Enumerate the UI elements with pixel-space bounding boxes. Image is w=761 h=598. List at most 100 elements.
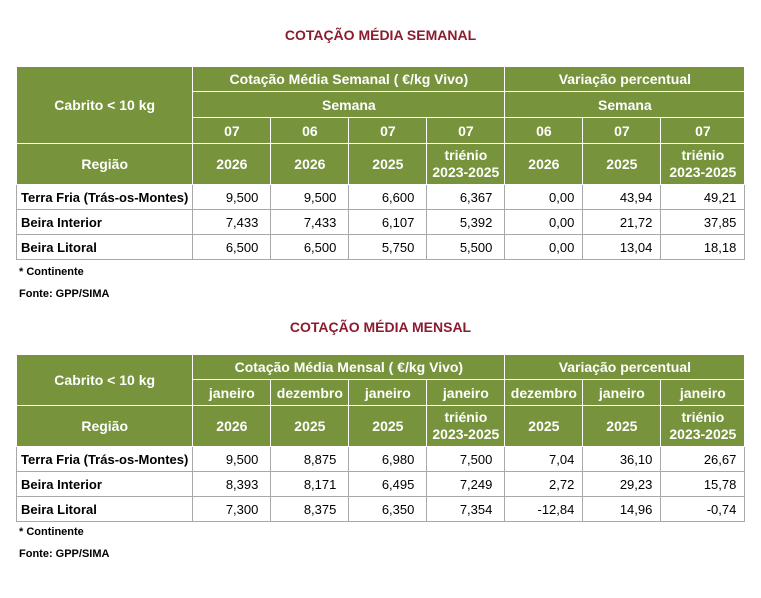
weekly-year: 2025	[348, 143, 428, 185]
monthly-year-line2: 2023-2025	[432, 426, 500, 442]
pct-cell: 14,96	[582, 496, 662, 522]
table-row: Beira Interior 7,433 7,433 6,107 5,392 0…	[15, 209, 746, 235]
price-cell: 8,171	[270, 471, 350, 497]
pct-cell: -0,74	[660, 496, 746, 522]
table-row: Terra Fria (Trás-os-Montes) 9,500 8,875 …	[15, 446, 746, 472]
table-row: Beira Interior 8,393 8,171 6,495 7,249 2…	[15, 471, 746, 497]
price-cell: 8,875	[270, 446, 350, 472]
weekly-table: Cabrito < 10 kg Cotação Média Semanal ( …	[15, 66, 746, 260]
monthly-year-line2: 2023-2025	[669, 426, 737, 442]
pct-cell: 0,00	[504, 184, 584, 210]
monthly-corner-label: Cabrito < 10 kg	[15, 354, 194, 406]
monthly-period: janeiro	[348, 379, 428, 406]
price-cell: 9,500	[192, 446, 272, 472]
region-name: Terra Fria (Trás-os-Montes)	[15, 184, 194, 210]
region-name: Beira Litoral	[15, 496, 194, 522]
pct-cell: 0,00	[504, 234, 584, 260]
price-cell: 6,350	[348, 496, 428, 522]
price-cell: 5,750	[348, 234, 428, 260]
monthly-note: * Continente	[19, 526, 84, 538]
monthly-period: janeiro	[660, 379, 746, 406]
weekly-group-price: Cotação Média Semanal ( €/kg Vivo)	[192, 66, 506, 92]
region-name: Terra Fria (Trás-os-Montes)	[15, 446, 194, 472]
pct-cell: 29,23	[582, 471, 662, 497]
price-cell: 7,433	[192, 209, 272, 235]
price-cell: 8,375	[270, 496, 350, 522]
price-cell: 6,495	[348, 471, 428, 497]
price-cell: 9,500	[270, 184, 350, 210]
price-cell: 7,354	[426, 496, 506, 522]
region-name: Beira Interior	[15, 471, 194, 497]
price-cell: 5,500	[426, 234, 506, 260]
monthly-year: triénio 2023-2025	[660, 405, 746, 447]
pct-cell: 2,72	[504, 471, 584, 497]
monthly-period: janeiro	[426, 379, 506, 406]
weekly-year-line2: 2023-2025	[669, 164, 737, 180]
monthly-title: COTAÇÃO MÉDIA MENSAL	[289, 319, 472, 335]
price-cell: 5,392	[426, 209, 506, 235]
monthly-period: janeiro	[582, 379, 662, 406]
weekly-year: 2026	[504, 143, 584, 185]
weekly-year: triénio 2023-2025	[426, 143, 506, 185]
monthly-group-price: Cotação Média Mensal ( €/kg Vivo)	[192, 354, 506, 380]
pct-cell: 15,78	[660, 471, 746, 497]
table-row: Beira Litoral 7,300 8,375 6,350 7,354 -1…	[15, 496, 746, 522]
pct-cell: 36,10	[582, 446, 662, 472]
monthly-year-line1: triénio	[681, 409, 725, 425]
weekly-year: 2025	[582, 143, 662, 185]
weekly-period: 06	[270, 117, 350, 144]
monthly-year: triénio 2023-2025	[426, 405, 506, 447]
weekly-period: 07	[426, 117, 506, 144]
pct-cell: -12,84	[504, 496, 584, 522]
weekly-period: 07	[348, 117, 428, 144]
weekly-sub-price: Semana	[192, 91, 506, 118]
price-cell: 7,249	[426, 471, 506, 497]
pct-cell: 21,72	[582, 209, 662, 235]
price-cell: 6,980	[348, 446, 428, 472]
weekly-period: 07	[660, 117, 746, 144]
price-cell: 7,433	[270, 209, 350, 235]
monthly-year: 2025	[504, 405, 584, 447]
weekly-source: Fonte: GPP/SIMA	[19, 288, 110, 300]
monthly-year: 2025	[270, 405, 350, 447]
weekly-group-var: Variação percentual	[504, 66, 746, 92]
weekly-year: 2026	[270, 143, 350, 185]
price-cell: 7,300	[192, 496, 272, 522]
monthly-group-var: Variação percentual	[504, 354, 746, 380]
weekly-note: * Continente	[19, 266, 84, 278]
price-cell: 6,367	[426, 184, 506, 210]
monthly-period: janeiro	[192, 379, 272, 406]
monthly-year: 2025	[348, 405, 428, 447]
pct-cell: 26,67	[660, 446, 746, 472]
monthly-source: Fonte: GPP/SIMA	[19, 548, 110, 560]
pct-cell: 7,04	[504, 446, 584, 472]
price-cell: 6,500	[192, 234, 272, 260]
monthly-period: dezembro	[270, 379, 350, 406]
price-cell: 6,107	[348, 209, 428, 235]
weekly-title: COTAÇÃO MÉDIA SEMANAL	[284, 27, 477, 43]
weekly-period: 07	[192, 117, 272, 144]
price-cell: 6,600	[348, 184, 428, 210]
weekly-year-line1: triénio	[681, 147, 725, 163]
weekly-year-line1: triénio	[444, 147, 488, 163]
weekly-year-line2: 2023-2025	[432, 164, 500, 180]
weekly-region-header: Região	[15, 143, 194, 185]
price-cell: 7,500	[426, 446, 506, 472]
region-name: Beira Interior	[15, 209, 194, 235]
pct-cell: 49,21	[660, 184, 746, 210]
weekly-year: triénio 2023-2025	[660, 143, 746, 185]
monthly-period: dezembro	[504, 379, 584, 406]
table-row: Beira Litoral 6,500 6,500 5,750 5,500 0,…	[15, 234, 746, 260]
table-row: Terra Fria (Trás-os-Montes) 9,500 9,500 …	[15, 184, 746, 210]
pct-cell: 18,18	[660, 234, 746, 260]
monthly-year: 2025	[582, 405, 662, 447]
weekly-period: 07	[582, 117, 662, 144]
price-cell: 9,500	[192, 184, 272, 210]
price-cell: 6,500	[270, 234, 350, 260]
weekly-sub-var: Semana	[504, 91, 746, 118]
monthly-region-header: Região	[15, 405, 194, 447]
monthly-table: Cabrito < 10 kg Cotação Média Mensal ( €…	[15, 354, 746, 522]
weekly-period: 06	[504, 117, 584, 144]
pct-cell: 0,00	[504, 209, 584, 235]
pct-cell: 37,85	[660, 209, 746, 235]
